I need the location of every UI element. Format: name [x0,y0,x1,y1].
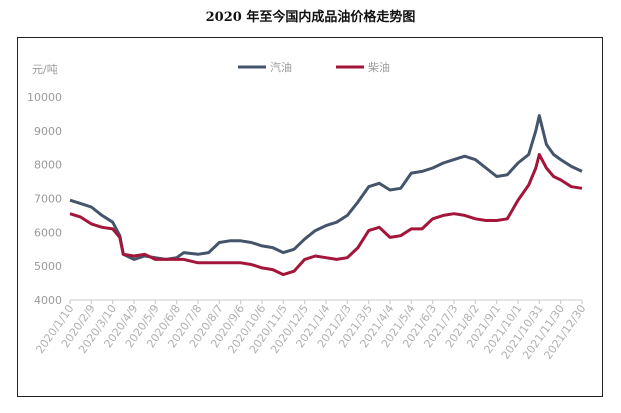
y-tick-label: 7000 [34,193,62,206]
y-axis-unit: 元/吨 [32,63,58,76]
legend-label: 柴油 [368,60,390,74]
y-tick-label: 10000 [27,91,62,104]
series-line-gasoline [69,114,583,261]
x-axis-ticks: 2020/1/102020/2/92020/3/102020/4/92020/5… [33,300,588,362]
series-layer [69,114,583,277]
y-tick-label: 4000 [34,294,62,307]
legend: 汽油 柴油 [238,60,390,74]
series-line-diesel [69,153,583,277]
y-tick-label: 6000 [34,226,62,239]
y-axis-ticks: 4000 5000 6000 7000 8000 9000 10000 [27,91,62,307]
y-tick-label: 9000 [34,125,62,138]
chart-frame [17,37,603,397]
y-tick-label: 8000 [34,159,62,172]
legend-label: 汽油 [270,60,292,74]
y-tick-label: 5000 [34,260,62,273]
chart-title: 2020 年至今国内成品油价格走势图 [205,10,416,25]
